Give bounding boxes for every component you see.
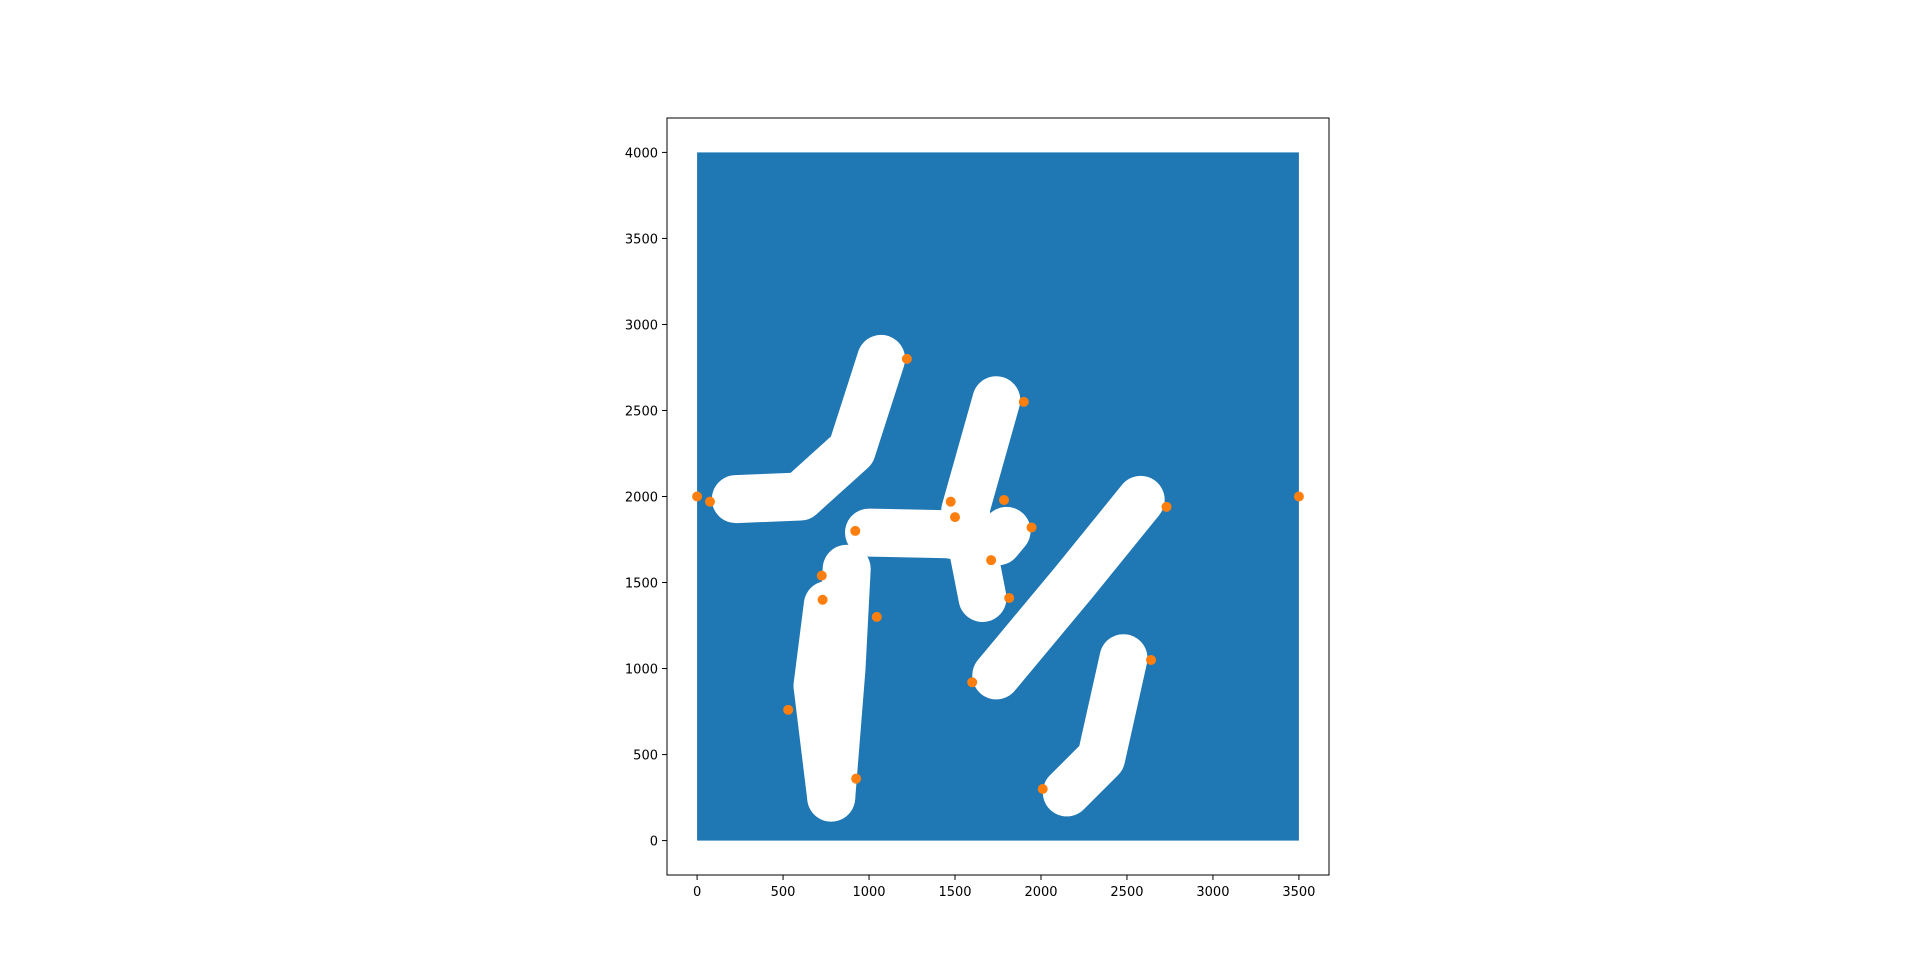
scatter-point xyxy=(945,496,956,507)
x-tick-label: 1500 xyxy=(938,885,971,900)
x-tick-label: 3000 xyxy=(1196,885,1229,900)
y-tick-label: 0 xyxy=(650,835,658,850)
scatter-point xyxy=(1293,491,1304,502)
scatter-point xyxy=(950,512,961,523)
white-channel-7 xyxy=(1042,634,1148,817)
white-channel-1 xyxy=(711,334,906,524)
scatter-point xyxy=(871,611,882,622)
white-channel-6 xyxy=(972,475,1165,700)
scatter-point xyxy=(692,491,703,502)
x-tick-label: 3500 xyxy=(1282,885,1315,900)
scatter-point xyxy=(1026,522,1037,533)
x-tick-label: 2500 xyxy=(1110,885,1143,900)
white-channels xyxy=(711,334,1165,822)
scatter-point xyxy=(986,555,997,566)
y-tick-label: 500 xyxy=(633,749,658,764)
white-channel-3 xyxy=(845,506,1031,566)
y-tick-label: 1000 xyxy=(625,663,658,678)
scatter-point xyxy=(967,677,978,688)
x-tick-label: 0 xyxy=(693,885,701,900)
white-channel-5 xyxy=(793,580,856,822)
scatter-point xyxy=(704,496,715,507)
scatter-point xyxy=(1037,783,1048,794)
scatter-point xyxy=(1161,501,1172,512)
scatter-point xyxy=(999,494,1010,505)
y-tick-label: 2000 xyxy=(625,491,658,506)
y-tick-label: 3500 xyxy=(625,232,658,247)
x-axis: 0 500 1000 1500 2000 2500 3000 3500 xyxy=(693,875,1315,900)
scatter-point xyxy=(850,525,861,536)
y-tick-label: 1500 xyxy=(625,577,658,592)
y-tick-label: 2500 xyxy=(625,404,658,419)
y-tick-label: 4000 xyxy=(625,146,658,161)
x-tick-label: 2000 xyxy=(1024,885,1057,900)
scatter-point xyxy=(1018,396,1029,407)
scatter-point xyxy=(1004,593,1015,604)
orange-points xyxy=(692,353,1304,794)
scatter-point xyxy=(851,773,862,784)
scatter-point xyxy=(817,594,828,605)
x-tick-label: 1000 xyxy=(852,885,885,900)
x-tick-label: 500 xyxy=(771,885,796,900)
scatter-point xyxy=(783,704,794,715)
plot-content xyxy=(692,152,1304,841)
scatter-point xyxy=(1146,654,1157,665)
scatter-point xyxy=(901,353,912,364)
white-channel-2 xyxy=(941,376,1021,622)
y-tick-label: 3000 xyxy=(625,318,658,333)
y-axis: 0 500 1000 1500 2000 2500 3000 3500 4000 xyxy=(625,146,667,850)
scatter-point xyxy=(816,570,827,581)
